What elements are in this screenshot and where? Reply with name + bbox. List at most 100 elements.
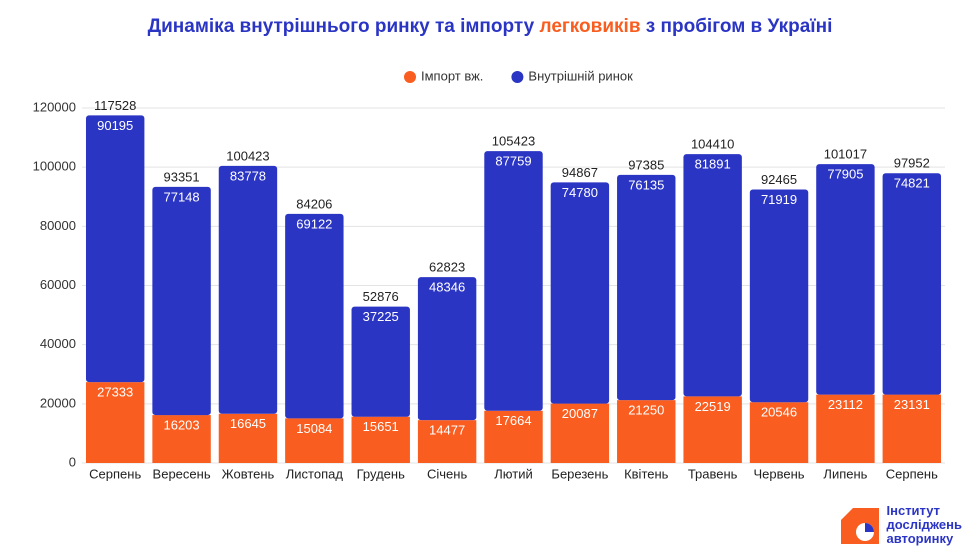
- value-label: 90195: [97, 118, 133, 133]
- total-label: 117528: [94, 98, 136, 113]
- value-label: 48346: [429, 280, 465, 295]
- value-label: 87759: [495, 154, 531, 169]
- x-tick-label: Жовтень: [222, 466, 275, 481]
- value-label: 15084: [296, 421, 332, 436]
- x-tick-label: Грудень: [357, 466, 405, 481]
- value-label: 81891: [695, 157, 731, 172]
- value-label: 22519: [695, 399, 731, 414]
- value-label: 16203: [163, 418, 199, 433]
- legend-marker: [404, 71, 416, 83]
- value-label: 77905: [827, 167, 863, 182]
- bar-segment: [882, 394, 942, 463]
- bar-segment: [484, 151, 543, 411]
- bar-segment: [351, 306, 410, 417]
- bar-segment: [285, 418, 344, 463]
- total-label: 101017: [824, 147, 867, 162]
- value-label: 74780: [562, 185, 598, 200]
- value-label: 14477: [429, 423, 465, 438]
- y-tick-label: 20000: [40, 395, 76, 410]
- x-tick-label: Вересень: [153, 466, 211, 481]
- bar-segment: [749, 402, 809, 463]
- x-tick-label: Січень: [427, 466, 467, 481]
- y-tick-label: 100000: [33, 159, 76, 174]
- y-tick-label: 0: [69, 454, 76, 469]
- total-label: 84206: [296, 196, 332, 211]
- total-label: 105423: [492, 134, 535, 149]
- title-part: Динаміка внутрішнього ринку та імпорту: [147, 16, 540, 37]
- x-tick-label: Лютий: [494, 466, 532, 481]
- x-tick-label: Липень: [823, 466, 867, 481]
- value-label: 37225: [363, 309, 399, 324]
- total-label: 100423: [226, 148, 269, 163]
- logo: Інститут досліджень авторинку: [839, 503, 963, 546]
- legend-label: Внутрішній ринок: [528, 68, 633, 83]
- bar-segment: [550, 182, 610, 404]
- total-label: 93351: [163, 169, 199, 184]
- legend-label: Імпорт вж.: [421, 68, 483, 83]
- logo-icon: [840, 508, 879, 544]
- chart-title: Динаміка внутрішнього ринку та імпорту л…: [0, 16, 980, 38]
- total-label: 104410: [691, 137, 734, 152]
- total-label: 97385: [628, 157, 664, 172]
- x-tick-label: Квітень: [624, 466, 669, 481]
- value-label: 27333: [97, 385, 133, 400]
- value-label: 71919: [761, 192, 797, 207]
- value-label: 23131: [894, 397, 930, 412]
- total-label: 94867: [562, 165, 598, 180]
- bar-segment: [683, 154, 742, 397]
- title-highlight: легковиків: [539, 16, 641, 37]
- bar-segment: [152, 415, 211, 463]
- bar-segment: [218, 165, 278, 414]
- bar-segment: [351, 416, 410, 463]
- total-label: 62823: [429, 260, 465, 275]
- bar-segment: [816, 164, 875, 395]
- legend-marker: [511, 71, 524, 83]
- logo-line: авторинку: [886, 531, 954, 546]
- value-label: 83778: [230, 168, 266, 183]
- x-tick-label: Березень: [551, 466, 608, 481]
- bar-segment: [882, 173, 942, 395]
- bar-segment: [285, 213, 344, 419]
- value-label: 20546: [761, 405, 797, 420]
- bar-segment: [85, 382, 145, 463]
- y-tick-label: 80000: [40, 218, 76, 233]
- bar-segment: [417, 420, 477, 463]
- value-label: 17664: [495, 413, 531, 428]
- value-label: 77148: [163, 189, 199, 204]
- bar-segment: [484, 410, 543, 463]
- value-label: 69122: [296, 216, 332, 231]
- logo-line: Інститут: [886, 503, 941, 518]
- value-label: 76135: [628, 177, 664, 192]
- bar-segment: [683, 396, 742, 463]
- value-label: 21250: [628, 403, 664, 418]
- y-tick-label: 120000: [33, 99, 76, 114]
- total-label: 97952: [894, 156, 930, 171]
- bar-segment: [152, 186, 211, 416]
- bar-segment: [749, 189, 809, 403]
- bar-segment: [816, 394, 875, 463]
- value-label: 74821: [894, 176, 930, 191]
- value-label: 16645: [230, 416, 266, 431]
- bar-segment: [218, 413, 278, 463]
- x-tick-label: Серпень: [886, 466, 938, 481]
- bar-segment: [85, 115, 145, 383]
- x-tick-label: Травень: [688, 466, 738, 481]
- bar-segment: [417, 277, 477, 421]
- total-label: 92465: [761, 172, 797, 187]
- value-label: 20087: [562, 406, 598, 421]
- y-tick-label: 40000: [40, 336, 76, 351]
- bar-segment: [617, 400, 676, 463]
- logo-line: досліджень: [886, 517, 963, 532]
- x-tick-label: Червень: [753, 466, 804, 481]
- x-tick-label: Листопад: [286, 466, 344, 481]
- bar-segment: [617, 174, 676, 401]
- total-label: 52876: [363, 289, 399, 304]
- bar-segment: [550, 403, 610, 463]
- x-tick-label: Серпень: [89, 466, 141, 481]
- y-tick-label: 60000: [40, 277, 76, 292]
- title-part: з пробігом в Україні: [640, 16, 833, 37]
- value-label: 15651: [363, 419, 399, 434]
- value-label: 23112: [828, 397, 863, 412]
